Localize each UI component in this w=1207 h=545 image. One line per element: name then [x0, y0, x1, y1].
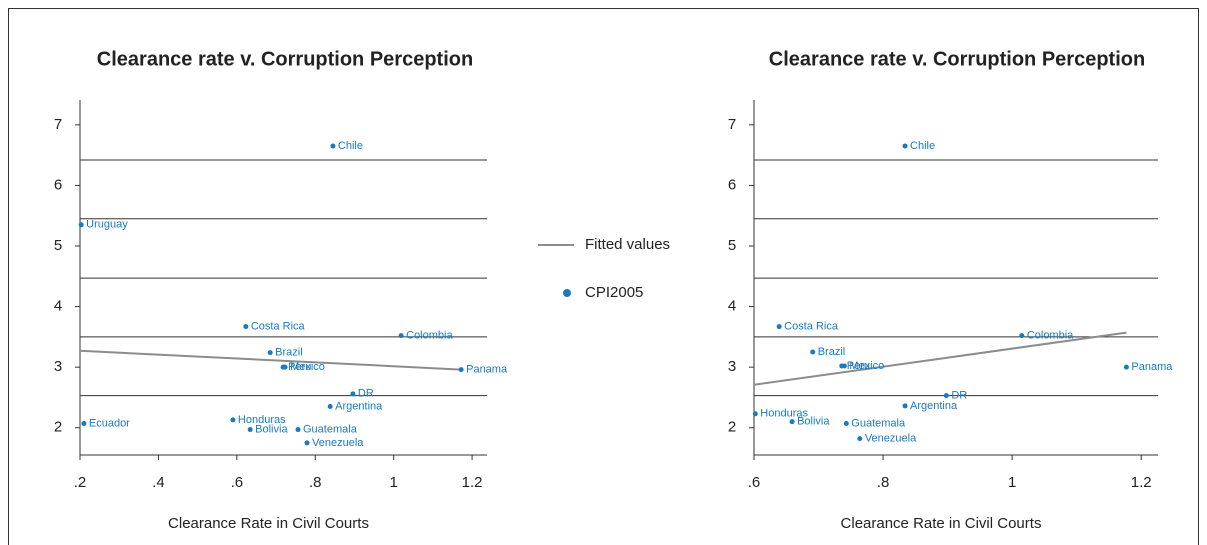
- y-tick-label: 4: [54, 298, 62, 315]
- y-tick-label: 2: [54, 419, 62, 436]
- x-tick-label: .4: [152, 474, 165, 491]
- point: [295, 427, 301, 433]
- point-label: Mexico: [290, 361, 325, 373]
- legend-label: Fitted values: [585, 236, 670, 253]
- point: [282, 364, 288, 370]
- point: [327, 404, 333, 410]
- y-tick-label: 6: [728, 176, 736, 193]
- frame: [8, 8, 1199, 545]
- y-tick-label: 4: [728, 298, 736, 315]
- point: [398, 333, 404, 339]
- point-label: Brazil: [275, 347, 303, 359]
- x-tick-label: 1.2: [462, 474, 483, 491]
- legend-dot: [563, 289, 571, 297]
- point: [789, 419, 795, 425]
- point: [902, 403, 908, 409]
- point: [902, 143, 908, 149]
- point-label: DR: [951, 390, 967, 402]
- point-label: Chile: [910, 140, 935, 152]
- point: [330, 143, 336, 149]
- x-axis-label: Clearance Rate in Civil Courts: [841, 515, 1042, 532]
- point: [230, 417, 236, 423]
- point-label: Venezuela: [312, 437, 364, 449]
- point-label: Chile: [338, 140, 363, 152]
- point-label: Argentina: [335, 400, 383, 412]
- point-label: Costa Rica: [251, 320, 306, 332]
- y-tick-label: 3: [54, 358, 62, 375]
- point-label: Honduras: [238, 414, 286, 426]
- point-label: DR: [358, 388, 374, 400]
- chart-title: Clearance rate v. Corruption Perception: [769, 48, 1145, 70]
- x-tick-label: .8: [309, 474, 322, 491]
- point-label: Honduras: [760, 408, 808, 420]
- x-tick-label: .6: [231, 474, 244, 491]
- point-label: Bolivia: [255, 423, 288, 435]
- point-label: Peru: [847, 360, 870, 372]
- point: [752, 411, 758, 417]
- point: [458, 367, 464, 373]
- point: [843, 420, 849, 426]
- point: [304, 440, 310, 446]
- x-tick-label: 1: [390, 474, 398, 491]
- point: [78, 222, 84, 228]
- x-tick-label: 1.2: [1131, 474, 1152, 491]
- point-label: Bolivia: [797, 416, 830, 428]
- x-axis-label: Clearance Rate in Civil Courts: [168, 515, 369, 532]
- fitted-line: [79, 349, 462, 371]
- legend-label: CPI2005: [585, 284, 643, 301]
- point-label: Panama: [466, 363, 508, 375]
- point: [776, 324, 782, 330]
- y-tick-label: 2: [728, 419, 736, 436]
- point: [841, 363, 847, 369]
- y-tick-label: 3: [728, 358, 736, 375]
- point: [1123, 364, 1129, 370]
- x-tick-label: .8: [877, 474, 890, 491]
- point-label: Mexico: [849, 360, 884, 372]
- point-label: Colombia: [406, 330, 453, 342]
- point: [350, 391, 356, 397]
- y-tick-label: 5: [54, 237, 62, 254]
- point: [943, 393, 949, 399]
- point: [857, 436, 863, 442]
- point: [810, 349, 816, 355]
- point: [267, 350, 273, 356]
- y-tick-label: 6: [54, 176, 62, 193]
- x-tick-label: .2: [74, 474, 87, 491]
- y-tick-label: 5: [728, 237, 736, 254]
- fitted-line: [753, 331, 1127, 386]
- point: [81, 420, 87, 426]
- x-tick-label: 1: [1008, 474, 1016, 491]
- point-label: Argentina: [910, 400, 958, 412]
- y-tick-label: 7: [728, 116, 736, 133]
- point-label: Costa Rica: [784, 320, 839, 332]
- point-label: Uruguay: [86, 219, 128, 231]
- point: [1019, 333, 1025, 339]
- point-label: Ecuador: [89, 417, 130, 429]
- point-label: Guatemala: [851, 417, 906, 429]
- x-tick-label: .6: [748, 474, 761, 491]
- point-label: Guatemala: [303, 423, 358, 435]
- point-label: Brazil: [818, 346, 846, 358]
- point: [243, 324, 249, 330]
- point-label: Peru: [288, 361, 311, 373]
- point-label: Panama: [1131, 361, 1173, 373]
- point-label: Venezuela: [865, 433, 917, 445]
- point: [247, 427, 253, 433]
- y-tick-label: 7: [54, 116, 62, 133]
- point-label: Colombia: [1027, 330, 1074, 342]
- chart-title: Clearance rate v. Corruption Perception: [97, 48, 473, 70]
